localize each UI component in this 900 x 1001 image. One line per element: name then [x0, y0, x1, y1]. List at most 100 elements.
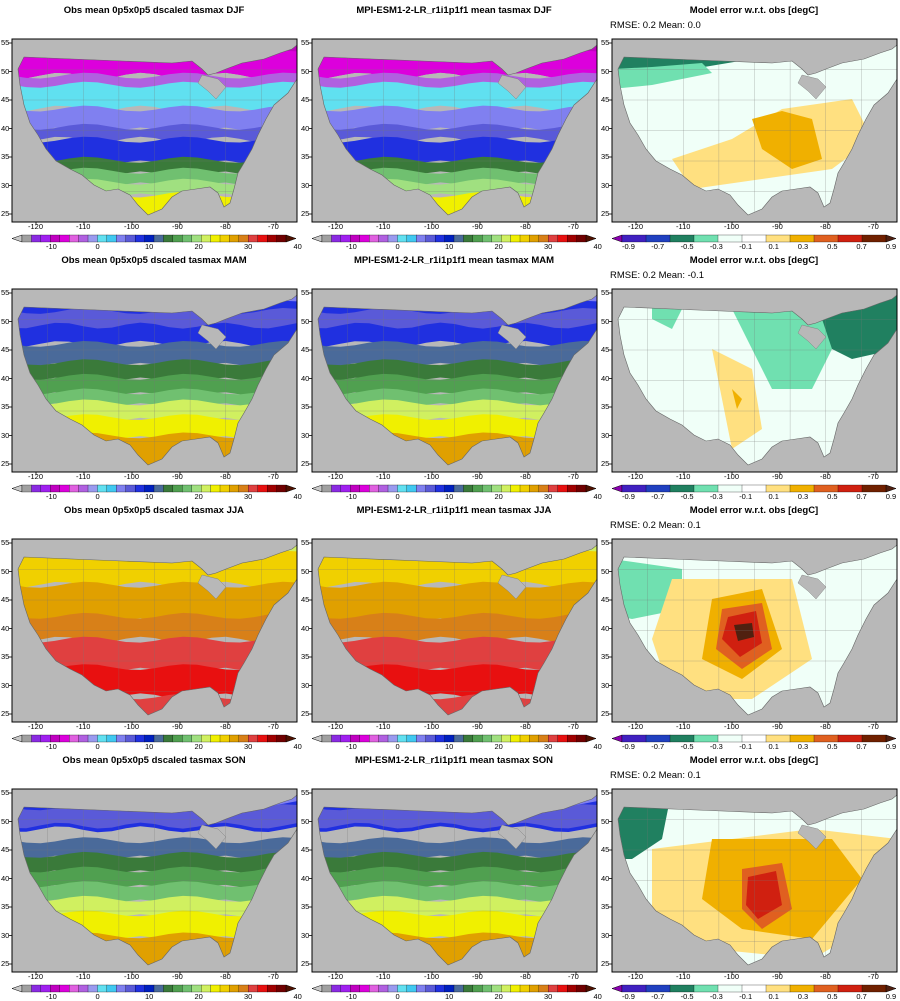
y-tick-label: 40: [601, 123, 610, 133]
colorbar-swatch: [134, 234, 146, 243]
colorbar-max-arrow: [885, 234, 897, 243]
x-tick-label: -110: [76, 222, 91, 231]
colorbar-swatch: [491, 484, 502, 493]
temperature-colorbar-label: 0: [395, 742, 400, 751]
temperature-colorbar-label: 10: [445, 492, 454, 501]
colorbar-swatch: [172, 484, 183, 493]
temperature-colorbar-label: 0: [95, 742, 100, 751]
x-tick-label: -110: [76, 472, 91, 481]
colorbar-swatch: [219, 984, 230, 993]
error-colorbar-label: 0.7: [856, 992, 867, 1001]
colorbar-swatch: [368, 734, 380, 743]
error-colorbar: [611, 484, 897, 493]
colorbar-swatch: [50, 984, 61, 993]
colorbar-swatch: [40, 484, 51, 493]
colorbar-swatch: [144, 734, 155, 743]
colorbar-swatch: [789, 734, 815, 743]
colorbar-swatch: [106, 734, 117, 743]
colorbar-max-arrow: [585, 734, 597, 743]
y-tick-label: 35: [1, 652, 10, 661]
y-tick-label: 55: [601, 538, 610, 547]
y-tick-label: 35: [601, 902, 610, 911]
colorbar-swatch: [566, 734, 578, 743]
x-tick-label: -120: [628, 972, 644, 981]
colorbar-swatch: [229, 234, 240, 243]
colorbar-swatch: [182, 984, 193, 993]
colorbar-swatch: [50, 234, 61, 243]
colorbar-swatch: [548, 234, 559, 243]
coastline: [317, 544, 598, 716]
colorbar-swatch: [134, 484, 146, 493]
y-tick-label: 45: [1, 595, 10, 604]
colorbar-swatch: [406, 234, 417, 243]
colorbar-swatch: [21, 234, 32, 243]
y-tick-label: 40: [1, 123, 10, 133]
x-tick-label: -90: [772, 972, 783, 981]
colorbar-swatch: [40, 234, 51, 243]
x-tick-label: -110: [376, 222, 391, 231]
colorbar-swatch: [500, 484, 512, 493]
error-colorbar-label: 0.7: [856, 492, 867, 501]
colorbar-swatch: [182, 234, 193, 243]
colorbar-swatch: [350, 234, 361, 243]
great-lakes: [197, 324, 227, 350]
x-tick-label: -110: [76, 722, 91, 731]
colorbar-swatch: [510, 234, 521, 243]
error-map-son: [609, 788, 898, 975]
colorbar-swatch: [789, 484, 815, 493]
colorbar-swatch: [350, 984, 361, 993]
x-tick-label: -110: [676, 972, 691, 981]
colorbar-swatch: [491, 234, 502, 243]
colorbar-swatch: [444, 734, 455, 743]
x-tick-label: -100: [424, 722, 440, 731]
colorbar-swatch: [813, 484, 839, 493]
y-tick-label: 35: [601, 652, 610, 661]
x-tick-label: -120: [628, 472, 644, 481]
colorbar-swatch: [510, 984, 521, 993]
rmse-mean-stats: RMSE: 0.2 Mean: 0.0: [610, 20, 701, 31]
error-colorbar-label: 0.9: [885, 992, 897, 1001]
map-frame: [311, 38, 598, 223]
colorbar-swatch: [472, 484, 483, 493]
x-tick-label: -110: [676, 472, 691, 481]
colorbar-swatch: [519, 734, 530, 743]
colorbar-swatch: [397, 734, 408, 743]
y-tick-label: 35: [301, 402, 310, 411]
rmse-mean-stats: RMSE: 0.2 Mean: -0.1: [610, 270, 704, 281]
colorbar-swatch: [78, 984, 89, 993]
colorbar-swatch: [434, 234, 446, 243]
colorbar-swatch: [276, 484, 287, 493]
y-tick-label: 55: [601, 38, 610, 47]
error-panel-title: Model error w.r.t. obs [degC]: [689, 505, 819, 516]
y-tick-label: 25: [301, 209, 310, 218]
temperature-colorbar-label: 40: [293, 492, 302, 501]
great-lakes: [797, 574, 827, 600]
temp-obs-map-mam: [9, 288, 298, 475]
y-tick-label: 55: [301, 288, 310, 297]
colorbar-swatch: [144, 984, 155, 993]
colorbar-swatch: [434, 734, 446, 743]
colorbar-swatch: [491, 734, 502, 743]
colorbar-swatch: [368, 484, 380, 493]
x-tick-label: -70: [868, 972, 879, 981]
error-colorbar-label: -0.1: [739, 242, 753, 251]
colorbar-swatch: [434, 984, 446, 993]
error-region: [746, 871, 782, 919]
error-colorbar-label: 0.3: [797, 242, 809, 251]
colorbar-swatch: [621, 984, 647, 993]
great-lakes: [497, 824, 527, 850]
y-tick-label: 45: [1, 95, 10, 104]
y-tick-label: 55: [1, 788, 10, 797]
temperature-colorbar-label: 20: [194, 492, 203, 501]
colorbar-swatch: [266, 484, 278, 493]
y-tick-label: 50: [601, 566, 610, 576]
colorbar-swatch: [238, 984, 249, 993]
colorbar-swatch: [340, 734, 351, 743]
y-tick-label: 30: [1, 680, 10, 690]
x-tick-label: -80: [520, 722, 531, 731]
colorbar-swatch: [645, 734, 671, 743]
y-tick-label: 30: [1, 930, 10, 940]
x-tick-label: -70: [568, 472, 579, 481]
error-panel-title: Model error w.r.t. obs [degC]: [689, 255, 819, 266]
colorbar-swatch: [693, 734, 719, 743]
